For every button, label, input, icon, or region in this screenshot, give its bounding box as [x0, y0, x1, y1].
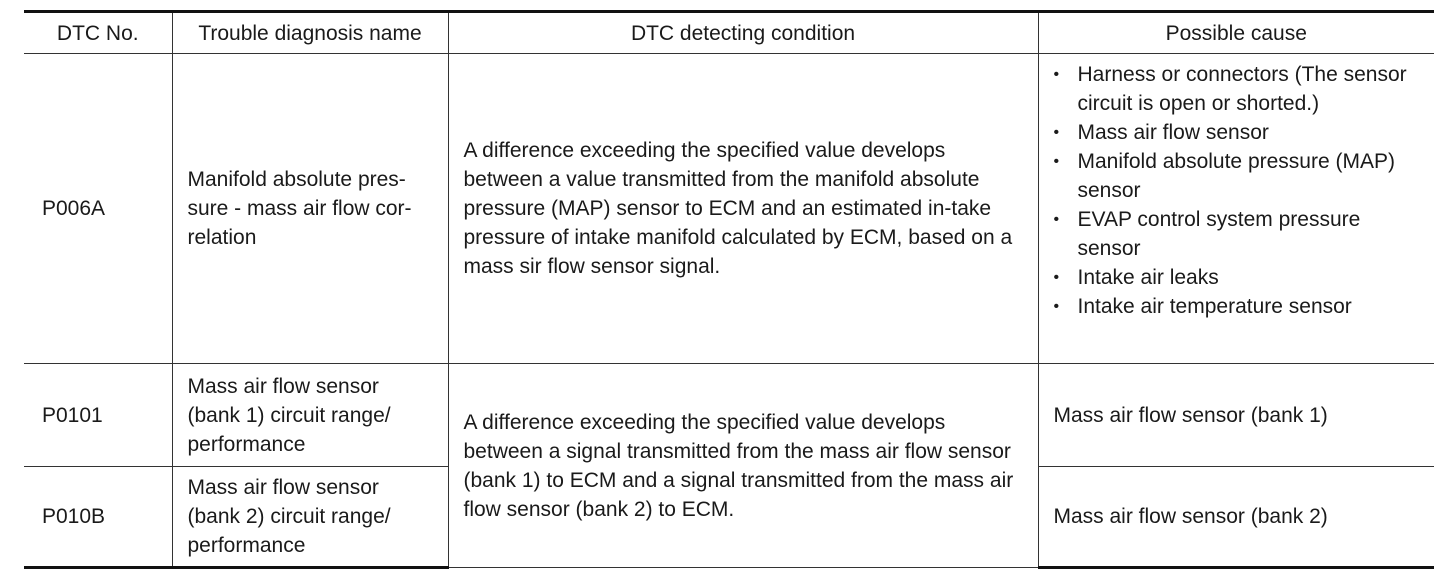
dtc-number: P010B: [24, 466, 172, 569]
list-item: Mass air flow sensor: [1054, 118, 1423, 147]
trouble-diagnosis-name: Mass air flow sensor (bank 2) circuit ra…: [171, 466, 448, 569]
header-row: DTC No. Trouble diagnosis name DTC detec…: [24, 10, 1434, 54]
header-possible-cause: Possible cause: [1037, 10, 1434, 54]
table-header: DTC No. Trouble diagnosis name DTC detec…: [24, 10, 1434, 54]
list-item: Harness or connectors (The sensor circui…: [1054, 60, 1423, 118]
header-dtc-detecting-condition: DTC detecting condition: [447, 10, 1038, 54]
dtc-table: DTC No. Trouble diagnosis name DTC detec…: [24, 10, 1434, 569]
possible-cause: Mass air flow sensor (bank 2): [1037, 466, 1434, 569]
dtc-number: P0101: [24, 363, 172, 467]
list-item: Intake air temperature sensor: [1054, 292, 1423, 321]
dtc-detecting-condition: A difference exceeding the specified val…: [447, 53, 1038, 364]
header-dtc-no: DTC No.: [24, 10, 172, 54]
list-item: Manifold absolute pressure (MAP) sensor: [1054, 147, 1423, 205]
possible-cause: Mass air flow sensor (bank 1): [1037, 363, 1434, 467]
shared-dtc-detecting-condition: A difference exceeding the specified val…: [447, 363, 1038, 568]
possible-cause-cell: Harness or connectors (The sensor circui…: [1037, 53, 1434, 364]
list-item: EVAP control system pressure sensor: [1054, 205, 1423, 263]
table-row: P0101 Mass air flow sensor (bank 1) circ…: [24, 363, 1434, 568]
trouble-diagnosis-name: Manifold absolute pres-sure - mass air f…: [171, 53, 448, 364]
list-item: Intake air leaks: [1054, 263, 1423, 292]
table-row: P006A Manifold absolute pres-sure - mass…: [24, 53, 1434, 364]
possible-cause-list: Harness or connectors (The sensor circui…: [1054, 60, 1423, 321]
dtc-table-container: DTC No. Trouble diagnosis name DTC detec…: [24, 10, 1434, 569]
dtc-number: P006A: [24, 53, 172, 364]
header-trouble-diagnosis-name: Trouble diagnosis name: [171, 10, 448, 54]
trouble-diagnosis-name: Mass air flow sensor (bank 1) circuit ra…: [171, 363, 448, 467]
table-row: P010B Mass air flow sensor (bank 2) circ…: [24, 466, 1434, 569]
